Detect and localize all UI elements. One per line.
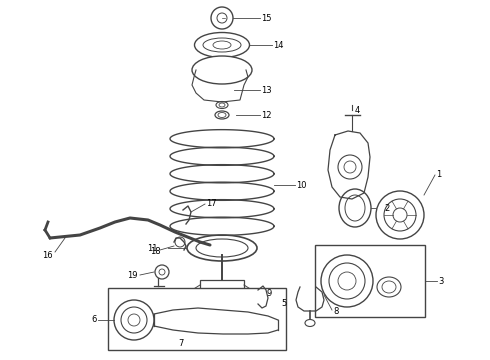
Ellipse shape [216,102,228,108]
Circle shape [128,314,140,326]
Circle shape [121,307,147,333]
Text: 4: 4 [355,105,360,114]
Ellipse shape [218,113,226,117]
Ellipse shape [195,32,249,58]
Text: 5: 5 [281,298,286,307]
Circle shape [175,237,185,247]
Text: 7: 7 [178,339,183,348]
Ellipse shape [196,239,248,257]
Text: 16: 16 [42,251,52,260]
Ellipse shape [345,195,365,221]
Circle shape [155,265,169,279]
Text: 14: 14 [273,41,284,50]
Circle shape [393,208,407,222]
Circle shape [376,191,424,239]
Ellipse shape [219,103,225,107]
Bar [108,288,286,350]
Text: 10: 10 [296,180,307,189]
Circle shape [344,161,356,173]
Text: 15: 15 [261,14,271,23]
Ellipse shape [213,41,231,49]
Text: 11: 11 [147,243,158,252]
Ellipse shape [187,235,257,261]
Bar [200,280,244,320]
Circle shape [329,263,365,299]
Ellipse shape [382,281,396,293]
Circle shape [159,269,165,275]
Circle shape [114,300,154,340]
Ellipse shape [192,56,252,84]
Circle shape [321,255,373,307]
Ellipse shape [215,111,229,119]
Ellipse shape [339,189,371,227]
Text: 9: 9 [266,288,271,297]
Bar [315,245,425,317]
Ellipse shape [377,277,401,297]
Text: 2: 2 [384,203,389,212]
Text: 17: 17 [206,198,217,207]
Circle shape [338,272,356,290]
Text: 8: 8 [333,306,339,315]
Text: 13: 13 [261,86,271,95]
Text: 19: 19 [127,270,138,279]
Text: 3: 3 [438,276,443,285]
Circle shape [217,13,227,23]
Ellipse shape [305,320,315,327]
Text: 12: 12 [261,111,271,120]
Ellipse shape [203,38,241,52]
Text: 6: 6 [92,315,97,324]
Circle shape [338,155,362,179]
Circle shape [211,7,233,29]
Text: 1: 1 [436,170,441,179]
Circle shape [384,199,416,231]
Text: 18: 18 [150,247,161,256]
